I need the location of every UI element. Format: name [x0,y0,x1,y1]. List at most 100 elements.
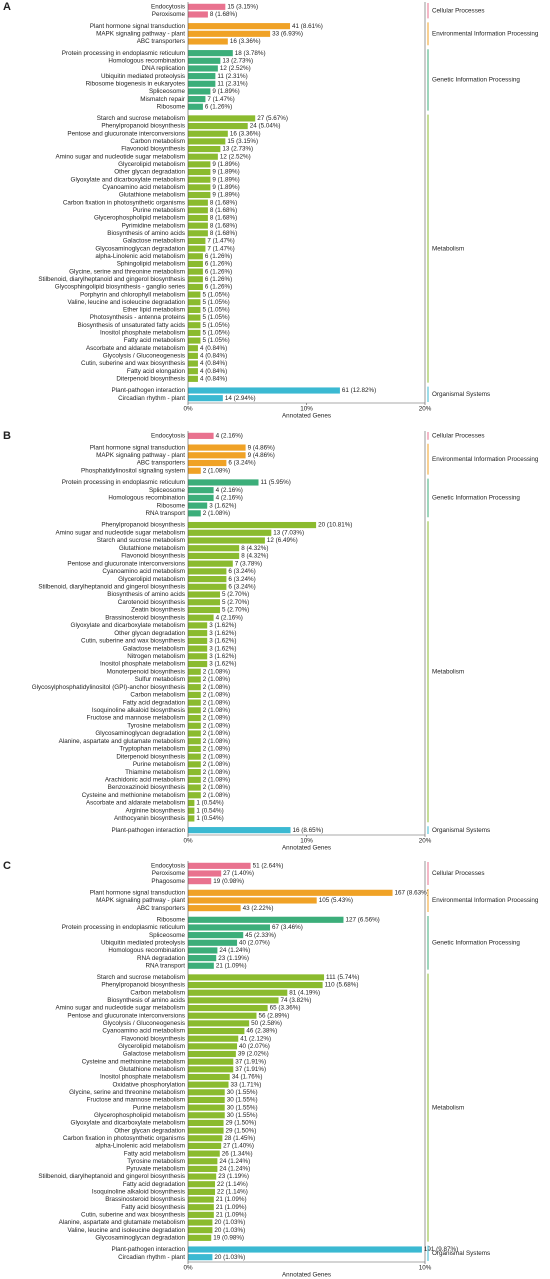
value-label: 2 (1.08%) [203,722,230,729]
category-label: Phosphatidylinositol signaling system [81,467,185,474]
category-label: Protein processing in endoplasmic reticu… [62,924,185,931]
value-label: 2 (1.08%) [203,776,230,783]
category-label: Ubiquitin mediated proteolysis [101,73,185,80]
category-label: Glycolysis / Gluconeogenesis [103,1020,185,1027]
value-label: 2 (1.08%) [203,676,230,683]
category-label: Spliceosome [149,487,186,494]
bar [188,191,211,199]
panel-label: C [3,860,11,872]
category-label: Benzoxazinoid biosynthesis [108,784,185,791]
bar [188,889,393,896]
category-label: Cysteine and methionine metabolism [82,792,185,799]
category-label: Pentose and glucuronate interconversions [67,1012,185,1019]
x-axis-label: Annotated Genes [282,845,331,852]
value-label: 9 (1.89%) [212,161,239,168]
category-label: Starch and sucrose metabolism [97,115,185,122]
category-label: Valine, leucine and isoleucine degradati… [67,299,185,306]
category-label: Glycerophospholipid metabolism [94,1112,185,1119]
value-label: 2 (1.08%) [203,668,230,675]
category-label: Glutathione metabolism [119,192,185,199]
value-label: 5 (1.05%) [202,299,229,306]
bar [188,815,195,822]
value-label: 4 (0.84%) [200,360,227,367]
value-label: 46 (2.38%) [246,1028,277,1035]
bar [188,962,214,969]
value-label: 74 (3.82%) [281,997,312,1004]
category-label: Spliceosome [149,932,186,939]
value-label: 51 (2.64%) [253,863,284,870]
bar [188,537,265,544]
value-label: 61 (12.82%) [342,387,376,394]
value-label: 56 (2.89%) [258,1012,289,1019]
category-label: Glycerolipid metabolism [118,161,185,168]
value-label: 6 (3.24%) [228,568,255,575]
value-label: 11 (2.31%) [217,80,247,87]
value-label: 9 (4.86%) [248,444,275,451]
category-label: Carbon fixation in photosynthetic organi… [63,199,185,206]
value-label: 16 (3.36%) [230,38,261,45]
bar [188,487,214,494]
group-label: Metabolism [432,668,464,675]
value-label: 11 (2.31%) [217,73,247,80]
bar [188,3,226,10]
bar [188,761,201,768]
category-label: Ribosome biogenesis in eukaryotes [86,80,185,87]
bar [188,645,208,652]
value-label: 26 (1.34%) [222,1150,253,1157]
value-label: 13 (2.73%) [222,57,253,64]
value-label: 1 (0.54%) [196,807,223,814]
value-label: 3 (1.62%) [209,661,236,668]
category-label: Glycerolipid metabolism [118,1043,185,1050]
x-tick-label: 10% [300,838,313,845]
category-label: Fatty acid degradation [123,699,186,706]
value-label: 20 (10.81%) [318,522,352,529]
value-label: 40 (2.07%) [239,939,270,946]
value-label: 16 (8.65%) [293,827,324,834]
bar [188,955,217,962]
bar [188,939,238,946]
bar [188,753,201,760]
bar [188,947,218,954]
category-label: Purine metabolism [133,761,185,768]
bar [188,88,211,95]
value-label: 28 (1.45%) [224,1135,255,1142]
value-label: 21 (1.09%) [216,1212,247,1219]
category-label: Biosynthesis of unsaturated fatty acids [78,322,185,329]
category-label: Flavonoid biosynthesis [121,1035,185,1042]
bar [188,730,201,737]
value-label: 5 (1.05%) [202,307,229,314]
value-label: 127 (6.56%) [345,916,379,923]
value-label: 22 (1.14%) [217,1181,248,1188]
category-label: Zeatin biosynthesis [131,607,185,614]
bar [188,827,291,834]
category-label: Glycosphingolipid biosynthesis - ganglio… [55,284,185,291]
value-label: 27 (1.40%) [223,870,254,877]
category-label: Nitrogen metabolism [127,653,185,660]
category-label: Fructose and mannose metabolism [87,1097,185,1104]
value-label: 15 (3.15%) [227,138,258,145]
value-label: 6 (1.26%) [205,284,232,291]
category-label: Cyanoamino acid metabolism [102,1028,185,1035]
category-label: Tyrosine metabolism [127,722,185,729]
value-label: 23 (1.19%) [218,1173,249,1180]
bar [188,322,201,329]
value-label: 3 (1.62%) [209,645,236,652]
category-label: Peroxisome [152,870,186,877]
bar [188,1066,234,1073]
category-label: Flavonoid biosynthesis [121,553,185,560]
value-label: 2 (1.08%) [203,769,230,776]
bar [188,989,288,996]
bar [188,153,218,160]
bar [188,268,203,275]
category-label: Other glycan degradation [114,169,185,176]
bar [188,630,208,637]
bar [188,769,201,776]
category-label: Endocytosis [151,4,185,11]
category-label: Inositol phosphate metabolism [100,661,185,668]
bar [188,1173,217,1180]
value-label: 67 (3.46%) [272,924,303,931]
value-label: 2 (1.08%) [203,746,230,753]
bar [188,878,212,885]
value-label: 2 (1.08%) [203,738,230,745]
